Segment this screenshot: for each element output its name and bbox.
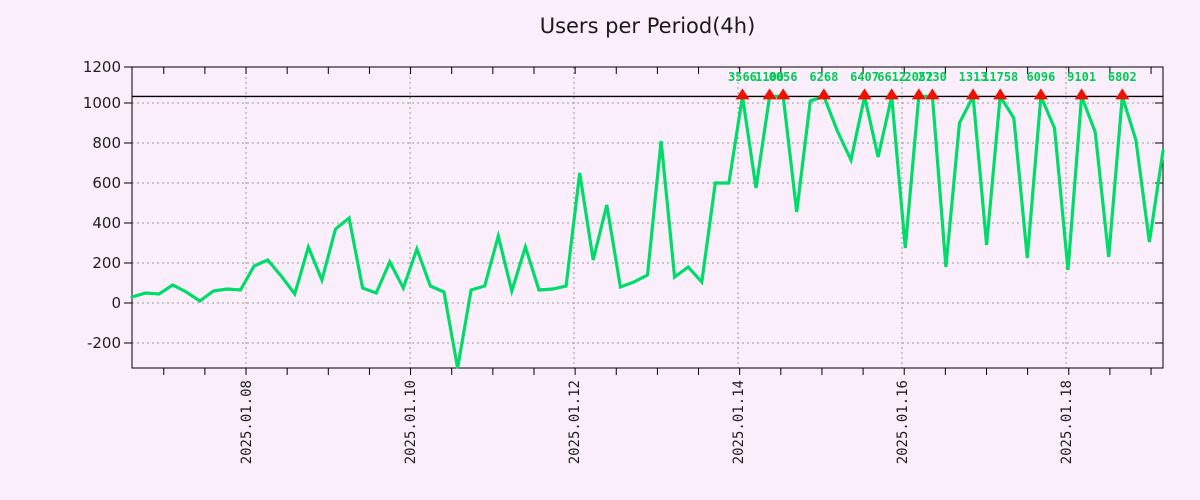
x-axis-label: 2025.01.12 xyxy=(567,380,583,464)
y-axis-label: 0 xyxy=(111,294,121,312)
peak-value-label: 2052 xyxy=(904,70,933,84)
peak-marker-icon xyxy=(776,88,791,100)
peak-marker-icon xyxy=(884,88,899,100)
peak-marker-icon xyxy=(925,88,940,100)
peak-marker-icon xyxy=(816,88,831,100)
peak-value-label: 11758 xyxy=(982,70,1018,84)
chart-title: Users per Period(4h) xyxy=(539,14,756,38)
x-axis-label: 2025.01.14 xyxy=(731,380,747,464)
y-axis-label: 600 xyxy=(92,174,121,192)
y-axis-label: 1200 xyxy=(83,58,121,76)
x-axis-label: 2025.01.08 xyxy=(239,380,255,464)
peak-marker-icon xyxy=(911,88,926,100)
peak-value-label: 1100 xyxy=(755,70,784,84)
peak-marker-icon xyxy=(1115,88,1130,100)
x-axis-label: 2025.01.18 xyxy=(1059,380,1075,464)
peak-value-label: 3566 xyxy=(728,70,757,84)
x-axis-label: 2025.01.10 xyxy=(403,380,419,464)
peak-value-label: 6268 xyxy=(809,70,838,84)
peak-value-label: 6802 xyxy=(1108,70,1137,84)
y-axis-label: 800 xyxy=(92,134,121,152)
peak-marker-icon xyxy=(762,88,777,100)
y-axis-label: -200 xyxy=(87,334,121,352)
y-axis-label: 200 xyxy=(92,254,121,272)
peak-marker-icon xyxy=(966,88,981,100)
peak-value-label: 9101 xyxy=(1067,70,1096,84)
y-axis-label: 1000 xyxy=(83,94,121,112)
peak-value-label: 1313 xyxy=(959,70,988,84)
peak-marker-icon xyxy=(735,88,750,100)
peak-marker-icon xyxy=(1033,88,1048,100)
peak-value-label: 2730 xyxy=(918,70,947,84)
peak-marker-icon xyxy=(1074,88,1089,100)
y-axis-label: 400 xyxy=(92,214,121,232)
plot-border xyxy=(131,66,1164,369)
series-line xyxy=(130,90,1165,369)
peak-value-label: 0056 xyxy=(769,70,798,84)
peak-value-label: 6407 xyxy=(850,70,879,84)
x-axis-label: 2025.01.16 xyxy=(895,380,911,464)
peak-marker-icon xyxy=(993,88,1008,100)
peak-value-label: 6612 xyxy=(877,70,906,84)
peak-marker-icon xyxy=(857,88,872,100)
peak-value-label: 6096 xyxy=(1026,70,1055,84)
